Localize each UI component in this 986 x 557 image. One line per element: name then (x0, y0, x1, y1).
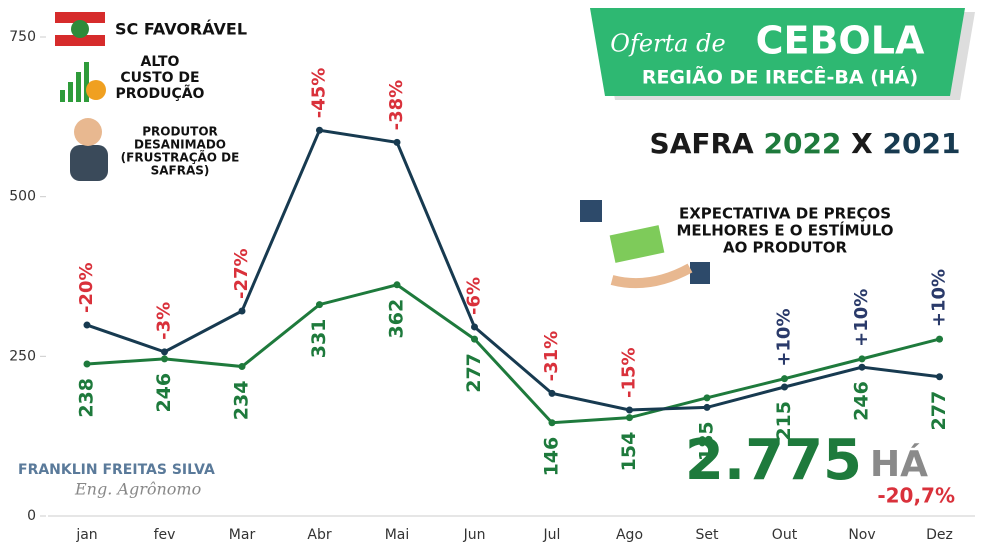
point (238, 363, 246, 371)
y-tick-label: 0 (27, 508, 36, 524)
series-line (86, 128, 940, 412)
x-tick-label: Abr (307, 527, 331, 543)
producer-note: SAFRAS) (151, 164, 210, 178)
change-label: +10% (929, 269, 950, 327)
change-label: -27% (231, 248, 252, 299)
producer-icon (70, 118, 108, 181)
value-label: 331 (308, 319, 330, 359)
cost-icon (60, 62, 106, 102)
point (316, 126, 323, 134)
change-label: -15% (619, 347, 640, 398)
series-line (86, 283, 940, 425)
flag-emblem (71, 20, 89, 38)
point (626, 406, 633, 414)
versus: X (851, 127, 873, 160)
y-tick-label: 500 (9, 189, 36, 205)
x-tick-label: Out (772, 527, 798, 543)
producer-note: (FRUSTRAÇÃO DE (121, 150, 240, 165)
x-tick-label: Dez (926, 527, 953, 543)
change-label: -20% (76, 262, 97, 313)
x-tick-label: jan (75, 527, 97, 543)
change-label: -38% (386, 80, 407, 131)
x-tick-label: Set (696, 527, 720, 543)
chart-title: CEBOLA (756, 19, 925, 63)
value-label: 234 (231, 381, 253, 421)
author-role: Eng. Agrônomo (74, 480, 201, 499)
value-label: 146 (541, 437, 563, 477)
safra-heading: SAFRA 2022 X 2021 (650, 127, 961, 160)
point (858, 355, 866, 363)
value-label: 362 (386, 299, 408, 339)
cost-note: PRODUÇÃO (116, 85, 205, 102)
point (316, 301, 323, 309)
cost-note: ALTO (141, 54, 180, 70)
safra-label: SAFRA (650, 127, 755, 160)
sc-note: SC FAVORÁVEL (115, 20, 247, 39)
point (83, 360, 91, 368)
point (936, 335, 943, 343)
change-label: -45% (309, 68, 330, 119)
x-tick-label: Mar (229, 527, 256, 543)
point (626, 414, 633, 422)
total-unit: HÁ (870, 443, 928, 485)
producer-note: DESANIMADO (134, 138, 226, 152)
point (781, 383, 788, 391)
legend-2021: 2021 (883, 127, 961, 160)
point (703, 403, 711, 411)
change-label: +10% (851, 289, 872, 347)
change-label: -6% (464, 277, 485, 315)
point (936, 373, 943, 381)
cost-note: CUSTO DE (120, 70, 199, 86)
money-icon (580, 200, 710, 289)
chart-subtitle: REGIÃO DE IRECÊ-BA (HÁ) (642, 65, 918, 89)
x-tick-label: Ago (616, 527, 643, 543)
point (548, 419, 556, 427)
point (703, 394, 711, 402)
point (781, 375, 788, 383)
value-label: 185 (696, 421, 718, 461)
point (393, 138, 401, 146)
value-label: 277 (928, 391, 950, 431)
change-label: -31% (541, 331, 562, 382)
expectation-note: MELHORES E O ESTÍMULO (676, 221, 893, 240)
value-label: 246 (153, 373, 175, 413)
value-label: 154 (618, 432, 640, 472)
point (238, 307, 246, 315)
change-label: -3% (154, 302, 175, 340)
point (393, 281, 401, 289)
total-change: -20,7% (877, 484, 955, 508)
point (83, 321, 91, 329)
x-tick-label: fev (154, 527, 176, 543)
value-label: 215 (773, 401, 795, 441)
total: 2.775 (685, 428, 862, 493)
title-prefix: Oferta de (610, 30, 725, 58)
value-label: 238 (76, 378, 98, 418)
point (161, 348, 168, 356)
author: FRANKLIN FREITAS SILVA (18, 462, 215, 478)
legend-2022: 2022 (763, 127, 841, 160)
x-tick-label: Jul (543, 527, 561, 543)
point (858, 363, 866, 371)
expectation-note: EXPECTATIVA DE PREÇOS (679, 205, 891, 223)
point (471, 335, 478, 343)
value-label: 246 (851, 381, 873, 421)
point (161, 355, 168, 363)
banner (590, 8, 965, 96)
y-tick-label: 250 (9, 348, 36, 364)
point (548, 389, 556, 397)
expectation-note: AO PRODUTOR (723, 239, 847, 257)
point (471, 323, 478, 331)
producer-note: PRODUTOR (142, 125, 218, 139)
value-label: 277 (463, 353, 485, 393)
x-tick-label: Jun (463, 527, 486, 543)
x-tick-label: Mai (385, 527, 410, 543)
change-label: +10% (774, 309, 795, 367)
x-tick-label: Nov (848, 527, 875, 543)
y-tick-label: 750 (9, 29, 36, 45)
